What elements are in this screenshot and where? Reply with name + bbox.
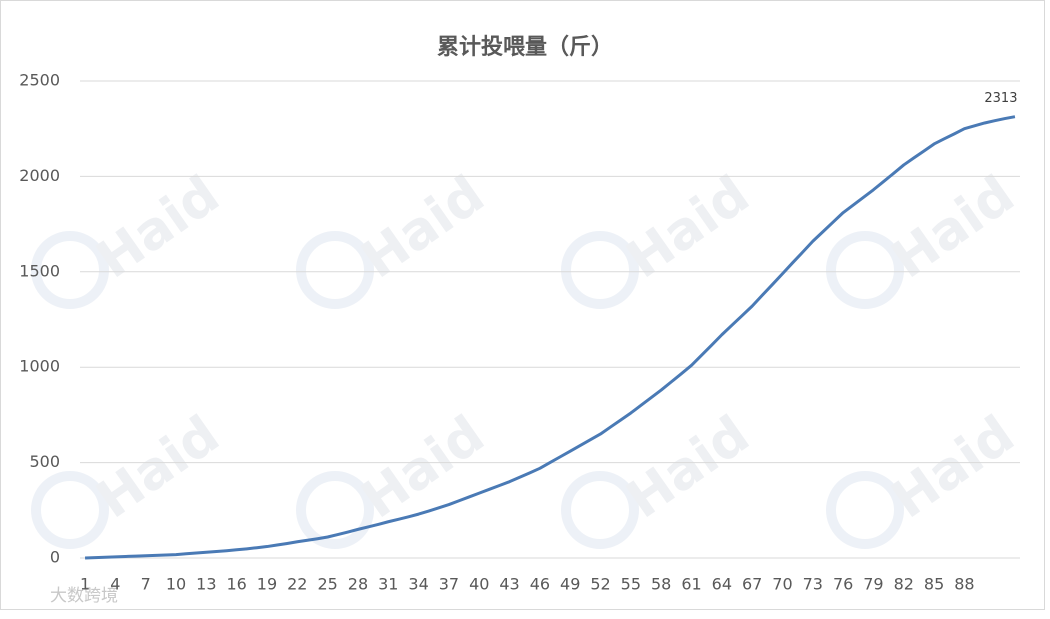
x-tick-label: 25 [317, 575, 337, 594]
x-tick-label: 52 [590, 575, 610, 594]
chart-title: 累计投喂量（斤） [437, 35, 613, 60]
x-tick-label: 10 [166, 575, 186, 594]
y-tick-label: 500 [29, 452, 60, 471]
x-tick-label: 16 [226, 575, 246, 594]
x-tick-label: 1 [80, 575, 90, 594]
x-tick-label: 37 [439, 575, 459, 594]
x-tick-label: 43 [499, 575, 519, 594]
data-line [84, 115, 1016, 560]
x-tick-label: 4 [110, 575, 120, 594]
x-tick-label: 7 [141, 575, 151, 594]
y-tick-label: 2500 [19, 71, 60, 90]
x-tick-label: 70 [772, 575, 792, 594]
x-tick-label: 55 [621, 575, 641, 594]
x-tick-label: 73 [803, 575, 823, 594]
x-tick-label: 76 [833, 575, 853, 594]
x-tick-label: 67 [742, 575, 762, 594]
y-tick-label: 1000 [19, 357, 60, 376]
y-tick-label: 0 [50, 548, 60, 567]
x-tick-label: 79 [863, 575, 883, 594]
x-tick-label: 88 [954, 575, 974, 594]
x-tick-label: 31 [378, 575, 398, 594]
x-tick-label: 22 [287, 575, 307, 594]
x-tick-label: 58 [651, 575, 671, 594]
x-tick-label: 28 [348, 575, 368, 594]
watermark-logo [561, 471, 639, 549]
x-tick-label: 13 [196, 575, 216, 594]
watermark-logo [296, 471, 374, 549]
data-label: 2313 [984, 91, 1017, 106]
y-tick-label: 1500 [19, 261, 60, 280]
x-tick-label: 40 [469, 575, 489, 594]
x-tick-label: 19 [257, 575, 277, 594]
x-tick-label: 46 [530, 575, 550, 594]
x-tick-label: 49 [560, 575, 580, 594]
watermark-logo [826, 471, 904, 549]
y-tick-label: 2000 [19, 166, 60, 185]
x-tick-label: 64 [712, 575, 732, 594]
watermark-logo [296, 231, 374, 309]
x-tick-label: 34 [408, 575, 428, 594]
watermark-logo [31, 471, 109, 549]
x-tick-label: 85 [924, 575, 944, 594]
watermark-logo [561, 231, 639, 309]
credit: 大数跨境 [50, 586, 118, 606]
x-tick-label: 61 [681, 575, 701, 594]
watermark-logo [826, 231, 904, 309]
x-tick-label: 82 [894, 575, 914, 594]
watermark-logo [31, 231, 109, 309]
